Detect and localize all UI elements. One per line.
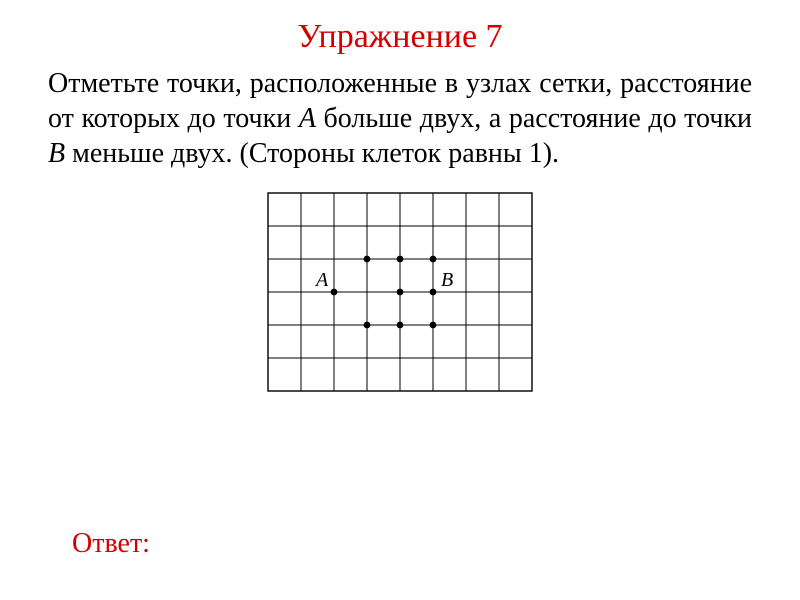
answer-label: Ответ: [72, 528, 150, 560]
svg-text:A: A [314, 269, 329, 291]
grid-figure: AB [48, 191, 752, 393]
svg-text:B: B [441, 269, 453, 291]
grid-svg: AB [266, 191, 534, 393]
exercise-title: Упражнение 7 [48, 18, 752, 56]
problem-text: Отметьте точки, расположенные в узлах се… [48, 66, 752, 171]
